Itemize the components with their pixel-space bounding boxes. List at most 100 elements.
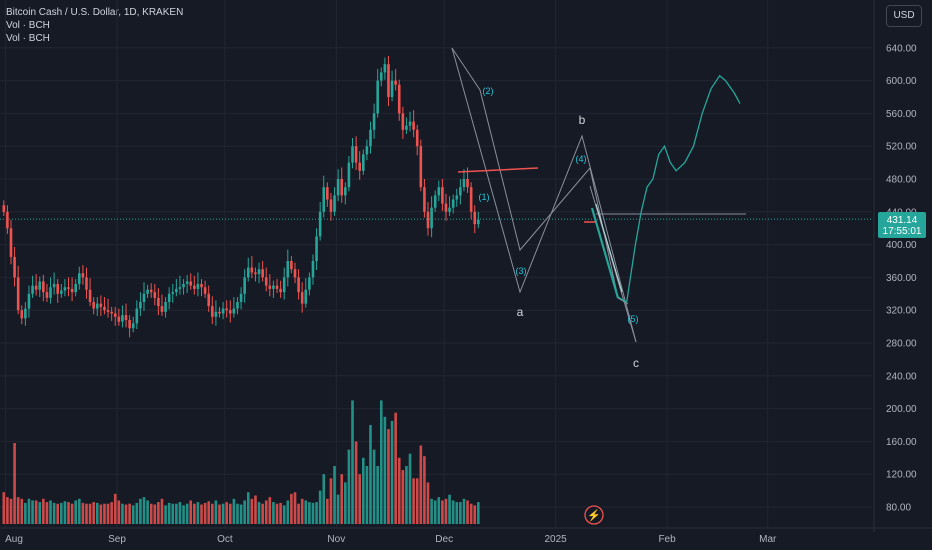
volume-bar [444, 498, 448, 524]
volume-bar [139, 498, 142, 524]
volume-bar [196, 502, 200, 524]
candle [117, 308, 121, 326]
price-tick-label: 520.00 [886, 142, 917, 153]
volume-bar [469, 503, 473, 524]
candle [426, 201, 430, 236]
candle [211, 296, 214, 325]
candle [257, 262, 261, 284]
candle [142, 282, 146, 312]
price-tick-label: 320.00 [886, 306, 917, 317]
candle [444, 193, 448, 221]
candle [304, 278, 308, 308]
volume-bar [473, 505, 477, 524]
candle [42, 274, 45, 302]
candle [477, 211, 480, 229]
volume-bar [63, 501, 67, 524]
volume-bar [221, 503, 225, 524]
candle [268, 274, 272, 297]
candle [433, 190, 437, 212]
candle [394, 69, 397, 91]
volume-bar [318, 490, 322, 524]
candle [52, 272, 56, 295]
time-tick-label: Sep [108, 534, 126, 545]
volume-bar [2, 492, 6, 524]
price-tick-label: 600.00 [886, 76, 917, 87]
volume-bar [13, 443, 16, 524]
volume-bar [394, 412, 397, 524]
candle [193, 275, 196, 295]
volume-bar [103, 503, 106, 524]
current-price: 431.14 [887, 215, 918, 226]
volume-bar [333, 466, 336, 524]
candle [246, 257, 250, 282]
candle [232, 297, 236, 318]
candle [189, 273, 193, 290]
volume-indicator-1[interactable]: Vol · BCH [6, 20, 50, 31]
volume-bar [376, 466, 379, 524]
candle [344, 182, 347, 205]
price-tick-label: 400.00 [886, 240, 917, 251]
candle [300, 282, 304, 313]
volume-bar [257, 502, 261, 524]
volume-bar [297, 503, 300, 524]
price-tick-label: 120.00 [886, 470, 917, 481]
candle [228, 300, 232, 323]
candle [178, 275, 182, 295]
volume-bar [408, 453, 412, 524]
volume-bar [121, 503, 124, 524]
currency-button[interactable]: USD [886, 5, 922, 27]
candle [20, 305, 24, 325]
candle [110, 306, 113, 321]
wave-label: (1) [479, 192, 490, 202]
candle [63, 279, 67, 297]
price-tick-label: 360.00 [886, 273, 917, 284]
volume-bar [67, 502, 70, 524]
price-axis[interactable]: 640.00600.00560.00520.00480.00440.00400.… [873, 0, 917, 532]
candle [45, 283, 49, 302]
volume-bar [214, 500, 218, 524]
volume-bar [261, 503, 264, 524]
candle [106, 298, 110, 318]
volume-bar [70, 503, 74, 524]
candle [401, 106, 405, 139]
candle [2, 200, 6, 216]
volume-bar [218, 504, 221, 524]
lightning-icon[interactable]: ⚡ [584, 505, 604, 525]
volume-bar [56, 503, 60, 524]
candle [264, 267, 268, 292]
candle [315, 228, 318, 271]
time-tick-label: 2025 [545, 534, 568, 545]
volume-bar [340, 474, 344, 524]
volume-bar [182, 505, 185, 524]
volume-bar [293, 492, 297, 524]
volume-bar [315, 502, 318, 524]
volume-bar [462, 498, 466, 524]
candle [92, 297, 95, 315]
wave-label: (4) [576, 154, 587, 164]
candle [275, 279, 279, 293]
symbol-title[interactable]: Bitcoin Cash / U.S. Dollar, 1D, KRAKEN [6, 7, 184, 18]
wave-arrow-line [590, 207, 620, 299]
volume-bars [2, 400, 480, 524]
volume-bar [441, 500, 444, 524]
volume-indicator-2[interactable]: Vol · BCH [6, 33, 50, 44]
wave-pattern [451, 47, 746, 343]
candle [149, 283, 153, 298]
candle [311, 254, 315, 285]
volume-bar [286, 500, 290, 524]
volume-bar [311, 502, 315, 524]
volume-bar [175, 503, 178, 524]
candle [13, 247, 16, 287]
volume-bar [164, 505, 167, 524]
volume-bar [157, 502, 160, 524]
volume-bar [6, 497, 9, 524]
volume-bar [149, 503, 153, 524]
volume-bar [110, 502, 113, 524]
candle [103, 297, 106, 315]
volume-bar [365, 466, 369, 524]
time-axis[interactable]: Aug Sep Oct Nov Dec 2025 Feb Mar [0, 527, 932, 545]
volume-bar [412, 478, 415, 524]
price-tick-label: 560.00 [886, 109, 917, 120]
volume-bar [211, 503, 214, 524]
